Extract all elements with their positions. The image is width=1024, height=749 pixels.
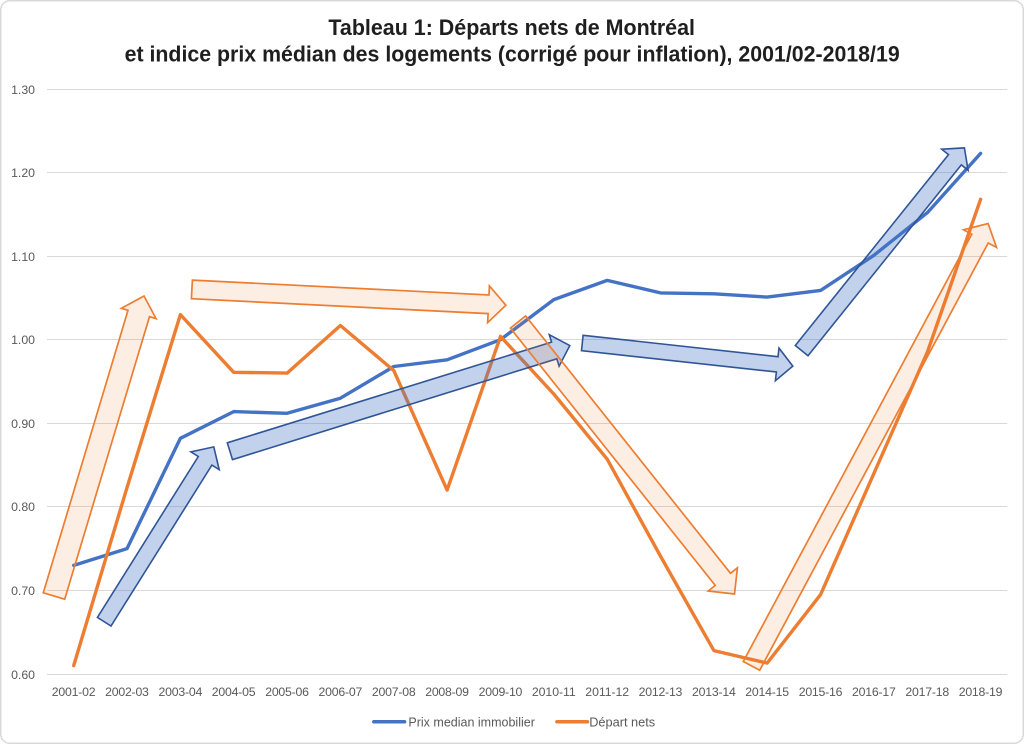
svg-text:2016-17: 2016-17 bbox=[852, 685, 896, 699]
svg-text:1.20: 1.20 bbox=[11, 166, 35, 180]
svg-text:0.80: 0.80 bbox=[11, 500, 35, 514]
svg-text:2015-16: 2015-16 bbox=[799, 685, 843, 699]
svg-text:2013-14: 2013-14 bbox=[692, 685, 736, 699]
svg-text:1.30: 1.30 bbox=[11, 83, 35, 97]
svg-text:2006-07: 2006-07 bbox=[319, 685, 363, 699]
svg-text:2007-08: 2007-08 bbox=[372, 685, 416, 699]
svg-text:2002-03: 2002-03 bbox=[105, 685, 149, 699]
svg-text:2012-13: 2012-13 bbox=[639, 685, 683, 699]
svg-text:2004-05: 2004-05 bbox=[212, 685, 256, 699]
svg-text:2001-02: 2001-02 bbox=[52, 685, 96, 699]
svg-text:1.00: 1.00 bbox=[11, 333, 35, 347]
svg-text:2017-18: 2017-18 bbox=[905, 685, 949, 699]
svg-text:2018-19: 2018-19 bbox=[959, 685, 1003, 699]
svg-text:Prix median immobilier: Prix median immobilier bbox=[408, 714, 535, 729]
svg-text:Départ nets: Départ nets bbox=[589, 714, 655, 729]
svg-text:2011-12: 2011-12 bbox=[585, 685, 629, 699]
svg-text:2005-06: 2005-06 bbox=[265, 685, 309, 699]
svg-text:2008-09: 2008-09 bbox=[425, 685, 469, 699]
svg-text:Tableau 1: Départs nets de Mon: Tableau 1: Départs nets de Montréal bbox=[328, 15, 695, 40]
svg-text:2003-04: 2003-04 bbox=[159, 685, 203, 699]
svg-text:1.10: 1.10 bbox=[11, 250, 35, 264]
svg-text:2009-10: 2009-10 bbox=[479, 685, 523, 699]
svg-text:0.90: 0.90 bbox=[11, 417, 35, 431]
svg-text:0.70: 0.70 bbox=[11, 584, 35, 598]
svg-text:2014-15: 2014-15 bbox=[745, 685, 789, 699]
svg-text:2010-11: 2010-11 bbox=[532, 685, 576, 699]
svg-text:et indice prix médian des loge: et indice prix médian des logements (cor… bbox=[125, 41, 900, 66]
svg-text:0.60: 0.60 bbox=[11, 668, 35, 682]
